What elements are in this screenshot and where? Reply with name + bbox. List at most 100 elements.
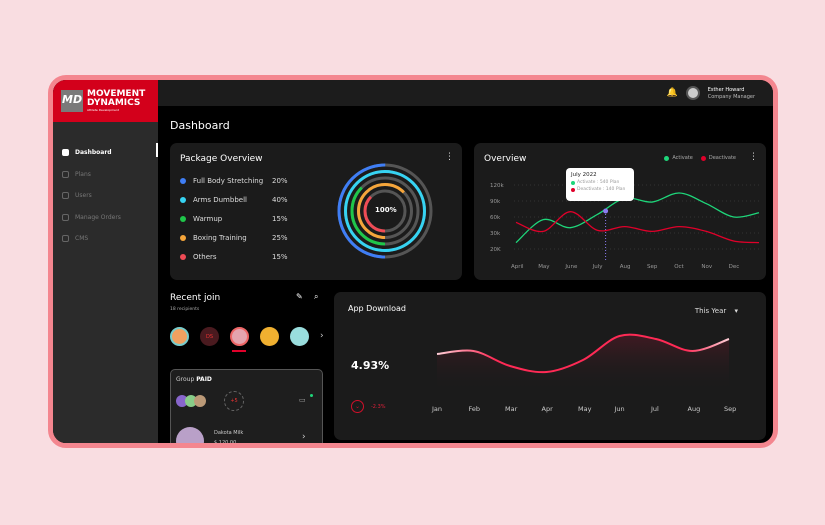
package-label: Others	[193, 253, 217, 261]
chevron-right-icon[interactable]: ›	[302, 432, 306, 442]
tooltip-activate: Activate : 540 Plan	[577, 180, 620, 185]
package-item: Boxing Training 25%	[180, 234, 288, 242]
chart-tooltip: July 2022 Activate : 540 Plan Deactivate…	[566, 168, 634, 201]
donut-ring-0	[337, 163, 433, 259]
sidebar-item-users[interactable]: Users	[53, 185, 158, 207]
more-icon[interactable]: ⋮	[445, 152, 454, 162]
group-avatars	[176, 395, 206, 407]
caret-down-icon: ▾	[734, 307, 738, 315]
x-tick-label: May	[538, 264, 550, 270]
package-item: Others 15%	[180, 253, 288, 261]
tooltip-deactivate: Deactivate : 140 Plan	[577, 187, 626, 192]
legend-dot	[180, 197, 186, 203]
member-amount: $ 120.00	[214, 440, 237, 446]
package-pct: 20%	[272, 177, 288, 185]
search-icon[interactable]: ⌕	[314, 292, 319, 301]
package-label: Full Body Stretching	[193, 177, 264, 185]
avatar[interactable]	[290, 327, 309, 346]
package-label: Warmup	[193, 215, 223, 223]
brand-name: MOVEMENT	[87, 89, 146, 99]
selected-indicator	[232, 350, 246, 352]
donut-ring-3	[357, 183, 413, 239]
x-tick-label: Aug	[688, 405, 701, 413]
legend-dot	[180, 178, 186, 184]
overview-card: Overview Activate Deactivate ⋮ 120k 90k 60…	[474, 143, 766, 280]
group-status: PAID	[196, 376, 212, 383]
sidebar-item-label: CMS	[75, 235, 89, 243]
series-line-activate	[515, 192, 760, 244]
package-item: Arms Dumbbell 40%	[180, 196, 288, 204]
tooltip-title: July 2022	[571, 172, 597, 178]
trend-down-icon: ⌄	[351, 400, 364, 413]
plans-icon	[62, 170, 69, 178]
bell-icon[interactable]: 🔔	[666, 88, 678, 98]
x-tick-label: Jun	[614, 405, 625, 413]
sidebar-item-cms[interactable]: CMS	[53, 228, 158, 250]
legend-deactivate: Deactivate	[700, 155, 736, 161]
donut-ring-1	[344, 170, 426, 252]
x-tick-label: May	[578, 405, 592, 413]
package-label: Arms Dumbbell	[193, 196, 247, 204]
hover-point[interactable]	[603, 208, 609, 214]
online-dot	[310, 394, 313, 397]
avatar[interactable]	[260, 327, 279, 346]
sidebar-item-manage-orders[interactable]: Manage Orders	[53, 207, 158, 229]
logo-mark	[61, 90, 83, 112]
y-tick-label: 60k	[490, 215, 501, 221]
y-tick-label: 20K	[490, 247, 501, 253]
x-tick-label: Dec	[729, 264, 740, 270]
y-tick-label: 30k	[490, 231, 501, 237]
x-tick-label: Apr	[542, 405, 554, 413]
member-name: Dakota Milk	[214, 430, 244, 436]
sidebar-item-label: Plans	[75, 170, 91, 178]
users-icon	[62, 192, 69, 200]
sidebar-item-dashboard[interactable]: Dashboard	[53, 142, 158, 164]
more-icon[interactable]: ⋮	[749, 152, 758, 162]
user-avatar[interactable]	[685, 86, 700, 100]
legend: Activate Deactivate	[664, 155, 736, 161]
package-pct: 15%	[272, 253, 288, 261]
avatar	[194, 395, 206, 407]
period-select[interactable]: This Year ▾	[694, 307, 738, 315]
download-chart: Jan Feb Mar Apr May Jun Jul Aug Sep	[431, 333, 736, 413]
cms-icon	[62, 235, 69, 243]
avatar[interactable]	[170, 327, 189, 346]
chevron-right-icon[interactable]: ›	[320, 331, 324, 341]
x-tick-label: Sep	[647, 264, 658, 270]
sidebar-item-label: Users	[75, 192, 92, 200]
page-title: Dashboard	[170, 119, 230, 132]
donut-center-label: 100%	[375, 206, 397, 214]
package-item: Warmup 15%	[180, 215, 288, 223]
more-members[interactable]: +5	[224, 391, 244, 411]
card-title: Package Overview	[180, 154, 263, 164]
legend-activate: Activate	[664, 155, 693, 161]
chat-icon[interactable]: ▭	[299, 396, 306, 404]
x-tick-label: Jan	[431, 405, 442, 413]
legend-dot	[180, 254, 186, 260]
sidebar-item-plans[interactable]: Plans	[53, 164, 158, 186]
sidebar-item-label: Manage Orders	[75, 213, 121, 221]
user-role: Company Manager	[707, 93, 755, 100]
active-indicator	[156, 143, 158, 157]
download-change: -2.3%	[371, 404, 386, 410]
group-card: Group PAID +5 ▭ Dakota Milk $ 120.00 ›	[170, 369, 323, 446]
x-tick-label: Nov	[701, 264, 712, 270]
recent-title: Recent join	[170, 293, 221, 303]
avatar-initials[interactable]: DS	[200, 327, 219, 346]
package-pct: 40%	[272, 196, 288, 204]
x-tick-label: Feb	[469, 405, 481, 413]
home-icon	[62, 149, 69, 157]
recent-subtitle: 18 recipients	[170, 307, 200, 312]
package-item: Full Body Stretching 20%	[180, 177, 288, 185]
edit-icon[interactable]: ✎	[296, 292, 303, 301]
y-tick-label: 90k	[490, 199, 501, 205]
legend-dot	[180, 235, 186, 241]
card-title: App Download	[348, 304, 406, 313]
recent-join-panel: Recent join 18 recipients ✎ ⌕ DS › Group…	[170, 290, 327, 446]
package-label: Boxing Training	[193, 234, 247, 242]
x-tick-label: Mar	[505, 405, 518, 413]
avatar-selected[interactable]	[230, 327, 249, 346]
